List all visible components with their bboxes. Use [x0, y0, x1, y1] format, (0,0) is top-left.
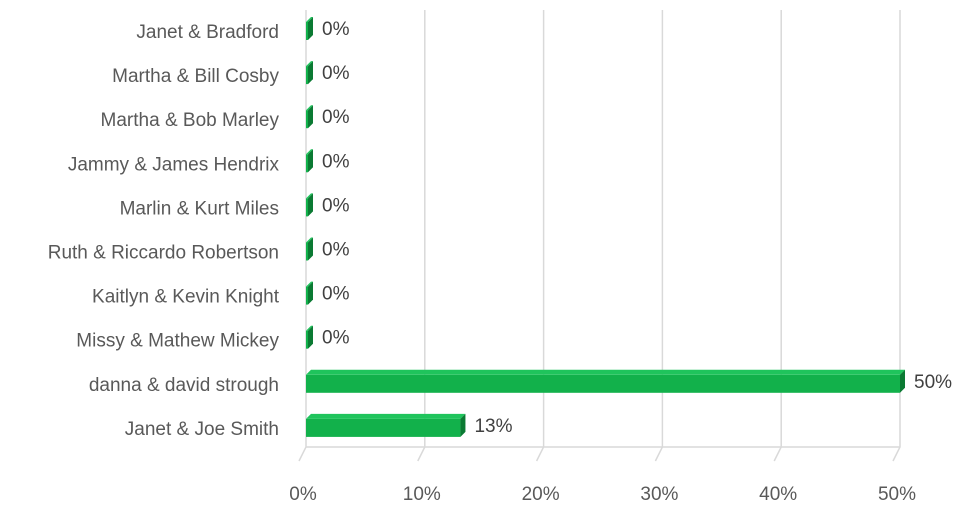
- bar-4: [306, 198, 308, 217]
- x-tick-label: 10%: [403, 484, 441, 505]
- bar-top-1: [306, 61, 313, 67]
- data-label: 0%: [322, 151, 350, 172]
- bar-top-0: [306, 17, 313, 22]
- bar-top-9: [306, 413, 466, 419]
- category-label: Ruth & Riccardo Robertson: [48, 243, 279, 264]
- bar-top-4: [306, 193, 313, 199]
- bar-side-4: [308, 193, 313, 217]
- category-label: Marlin & Kurt Miles: [120, 198, 279, 219]
- bar-side-0: [308, 17, 313, 40]
- gridline-3: [654, 10, 664, 462]
- category-label: Janet & Bradford: [136, 22, 279, 43]
- data-label: 0%: [322, 195, 350, 216]
- data-label: 0%: [322, 63, 350, 84]
- bar-side-1: [308, 61, 313, 85]
- category-label: Martha & Bob Marley: [101, 110, 280, 131]
- gridline-2: [535, 10, 545, 462]
- gridline-4: [773, 10, 782, 462]
- bar-top-2: [306, 105, 313, 111]
- x-tick-label: 20%: [522, 484, 560, 505]
- gridline-1: [417, 10, 426, 462]
- bar-side-5: [308, 237, 313, 261]
- data-label: 0%: [322, 19, 350, 40]
- x-tick-label: 30%: [640, 484, 678, 505]
- bar-7: [306, 330, 308, 349]
- category-label: danna & david strough: [89, 375, 279, 396]
- data-label: 0%: [322, 240, 350, 261]
- bar-side-3: [308, 149, 313, 173]
- bar-1: [306, 66, 308, 85]
- bar-top-3: [306, 149, 313, 155]
- category-label: Kaitlyn & Kevin Knight: [92, 287, 280, 308]
- category-label: Janet & Joe Smith: [125, 419, 279, 440]
- x-tick-label: 50%: [878, 484, 916, 505]
- bar-side-9: [460, 413, 466, 437]
- bar-side-6: [308, 281, 313, 305]
- bar-top-8: [306, 369, 905, 375]
- bar-9: [306, 418, 461, 437]
- bar-side-7: [308, 325, 313, 349]
- data-label: 50%: [914, 372, 952, 393]
- gridline-0: [298, 10, 307, 462]
- category-label: Martha & Bill Cosby: [112, 66, 279, 87]
- data-label: 13%: [474, 416, 512, 437]
- category-label: Jammy & James Hendrix: [68, 154, 280, 175]
- data-label: 0%: [322, 284, 350, 305]
- data-label: 0%: [322, 107, 350, 128]
- bar-top-7: [306, 325, 313, 331]
- bar-side-8: [900, 369, 905, 393]
- bar-top-5: [306, 237, 313, 243]
- x-tick-label: 0%: [289, 484, 317, 505]
- bar-5: [306, 242, 308, 261]
- bar-side-2: [308, 105, 313, 129]
- bar-8: [306, 374, 900, 393]
- bar-6: [306, 286, 308, 305]
- data-label: 0%: [322, 328, 350, 349]
- x-tick-label: 40%: [759, 484, 797, 505]
- bar-top-6: [306, 281, 313, 287]
- bar-2: [306, 110, 308, 129]
- category-label: Missy & Mathew Mickey: [76, 331, 279, 352]
- bar-0: [306, 22, 308, 40]
- bar-3: [306, 154, 308, 173]
- gridline-5: [892, 10, 901, 462]
